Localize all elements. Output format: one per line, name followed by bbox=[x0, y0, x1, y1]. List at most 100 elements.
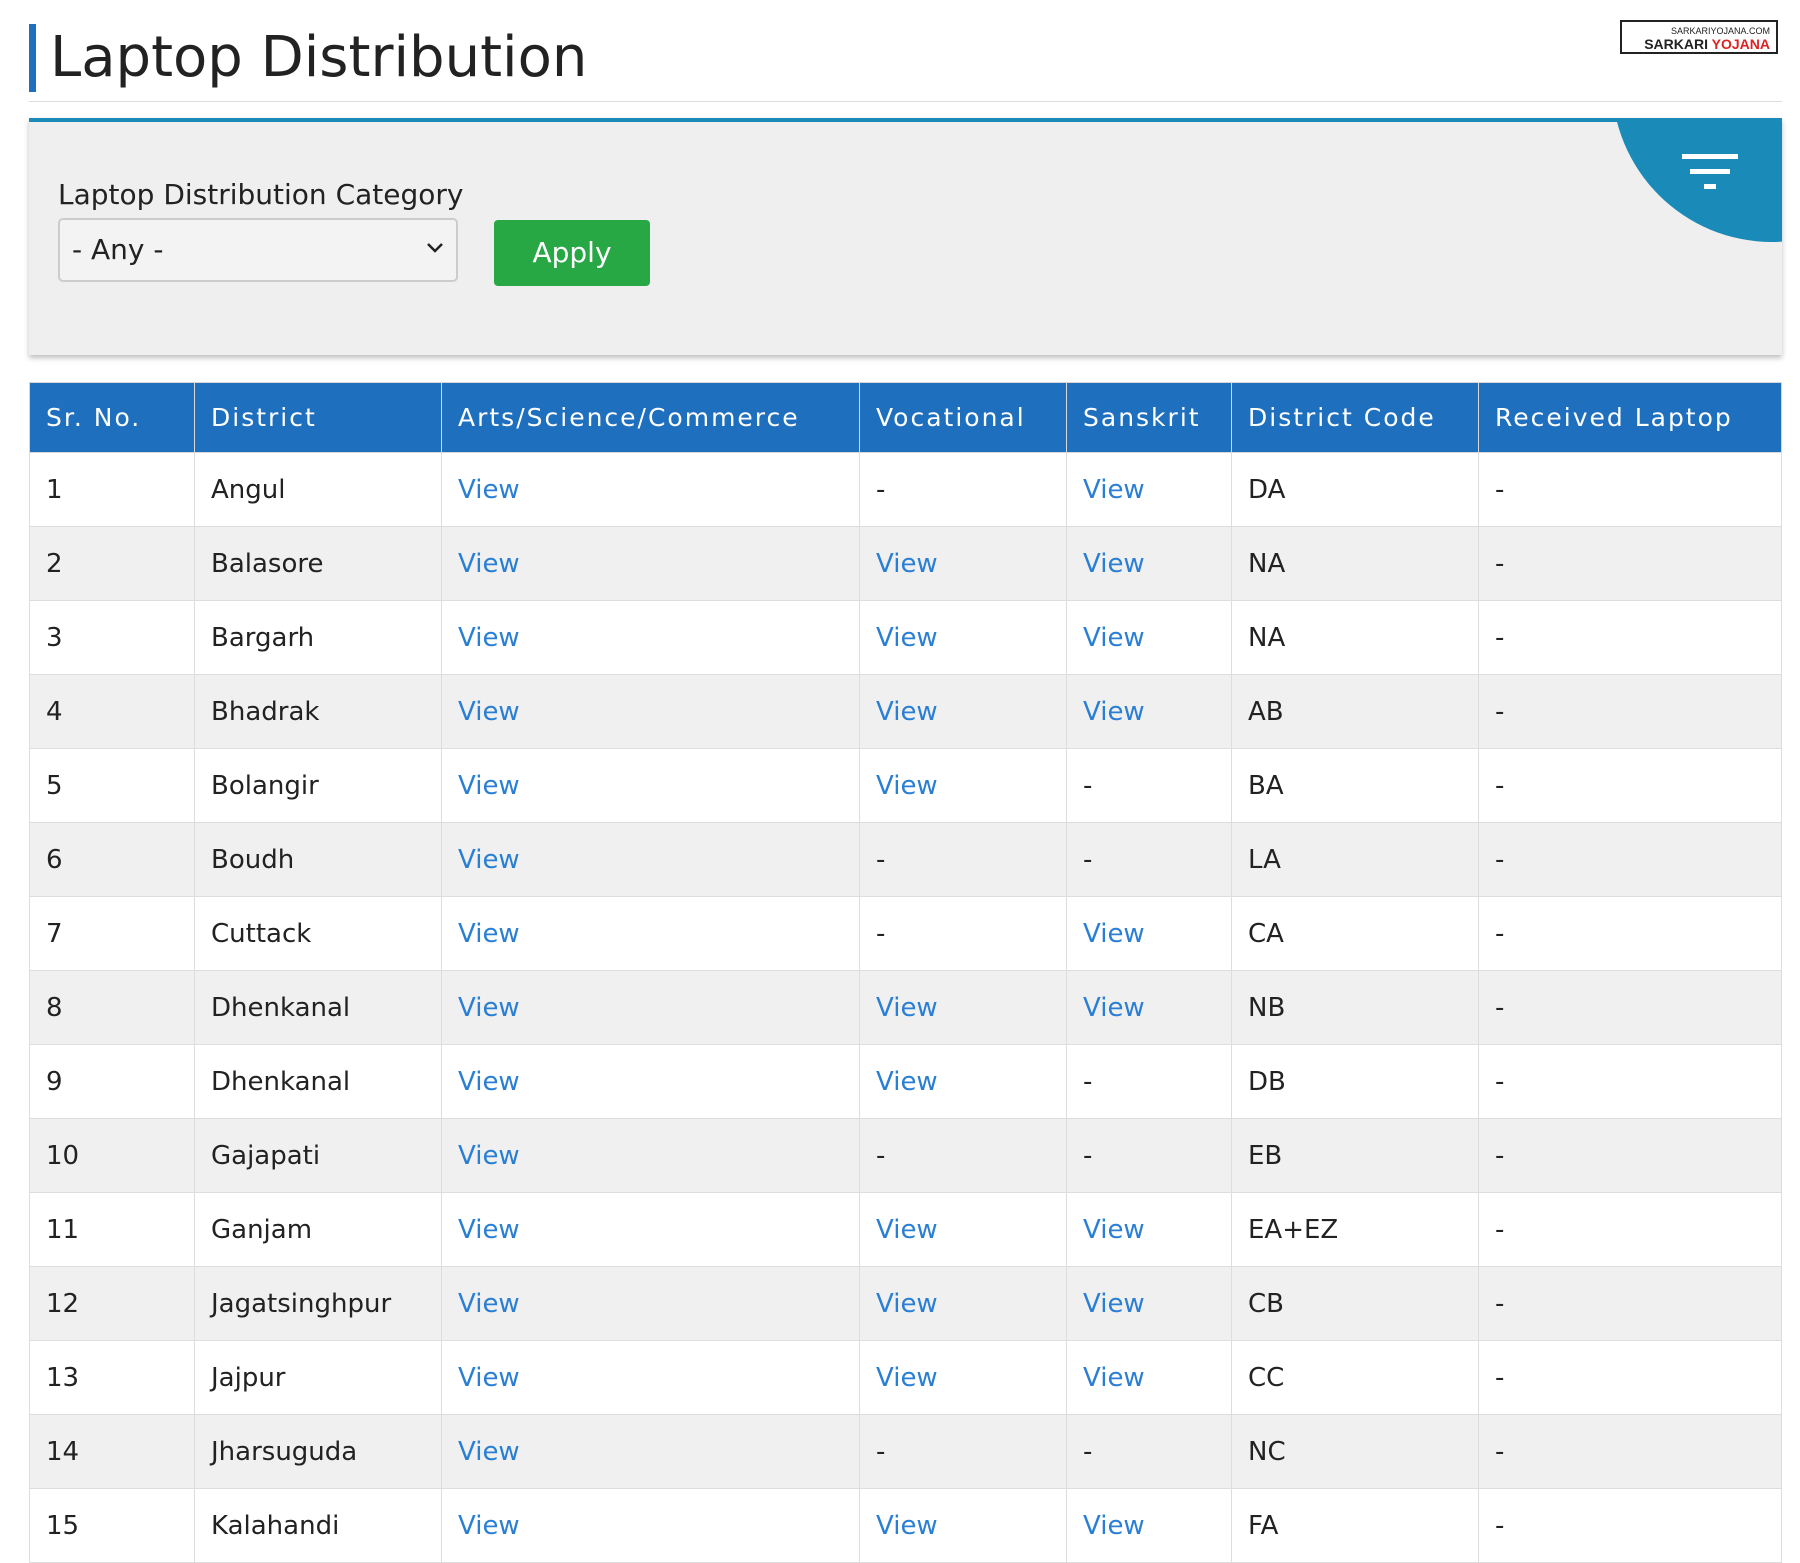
table-row: 3 Bargarh View View View NA - bbox=[29, 600, 1782, 675]
table-cell: View bbox=[859, 1192, 1067, 1267]
view-link[interactable]: View bbox=[876, 1510, 938, 1541]
table-cell: 9 bbox=[29, 1044, 195, 1119]
table-cell: View bbox=[441, 896, 860, 971]
table-cell: View bbox=[441, 1414, 860, 1489]
table-cell: View bbox=[441, 748, 860, 823]
view-link[interactable]: View bbox=[458, 622, 520, 653]
table-cell: - bbox=[1478, 452, 1782, 527]
view-link[interactable]: View bbox=[458, 992, 520, 1023]
view-link[interactable]: View bbox=[458, 474, 520, 505]
view-link[interactable]: View bbox=[1083, 992, 1145, 1023]
column-header: Sr. No. bbox=[29, 382, 195, 453]
category-select[interactable]: - Any - bbox=[58, 218, 458, 282]
view-link[interactable]: View bbox=[1083, 1510, 1145, 1541]
column-header: Received Laptop bbox=[1478, 382, 1782, 453]
view-link[interactable]: View bbox=[876, 622, 938, 653]
view-link[interactable]: View bbox=[1083, 1362, 1145, 1393]
table-row: 12 Jagatsinghpur View View View CB - bbox=[29, 1266, 1782, 1341]
table-cell: - bbox=[859, 896, 1067, 971]
table-cell: View bbox=[859, 526, 1067, 601]
table-cell: - bbox=[1478, 748, 1782, 823]
filter-icon bbox=[1682, 154, 1738, 189]
view-link[interactable]: View bbox=[1083, 622, 1145, 653]
view-link[interactable]: View bbox=[1083, 918, 1145, 949]
filter-toggle[interactable] bbox=[1612, 122, 1782, 242]
table-cell: - bbox=[1478, 1340, 1782, 1415]
table-cell: EB bbox=[1231, 1118, 1479, 1193]
table-cell: NC bbox=[1231, 1414, 1479, 1489]
table-cell: View bbox=[441, 1266, 860, 1341]
view-link[interactable]: View bbox=[458, 1214, 520, 1245]
table-cell: - bbox=[1066, 1118, 1232, 1193]
table-row: 10 Gajapati View - - EB - bbox=[29, 1118, 1782, 1193]
table-row: 4 Bhadrak View View View AB - bbox=[29, 674, 1782, 749]
view-link[interactable]: View bbox=[458, 1362, 520, 1393]
table-cell: Bolangir bbox=[194, 748, 442, 823]
view-link[interactable]: View bbox=[876, 696, 938, 727]
table-cell: 4 bbox=[29, 674, 195, 749]
table-row: 11 Ganjam View View View EA+EZ - bbox=[29, 1192, 1782, 1267]
filter-label: Laptop Distribution Category bbox=[58, 178, 464, 211]
table-cell: Dhenkanal bbox=[194, 1044, 442, 1119]
column-header: Vocational bbox=[859, 382, 1067, 453]
view-link[interactable]: View bbox=[876, 992, 938, 1023]
view-link[interactable]: View bbox=[1083, 696, 1145, 727]
view-link[interactable]: View bbox=[1083, 1214, 1145, 1245]
view-link[interactable]: View bbox=[876, 1066, 938, 1097]
table-cell: - bbox=[1478, 896, 1782, 971]
table-cell: CB bbox=[1231, 1266, 1479, 1341]
view-link[interactable]: View bbox=[1083, 474, 1145, 505]
view-link[interactable]: View bbox=[1083, 1288, 1145, 1319]
table-cell: View bbox=[441, 1488, 860, 1563]
table-cell: Dhenkanal bbox=[194, 970, 442, 1045]
view-link[interactable]: View bbox=[458, 548, 520, 579]
apply-button[interactable]: Apply bbox=[494, 220, 650, 286]
view-link[interactable]: View bbox=[458, 1140, 520, 1171]
table-cell: View bbox=[859, 1044, 1067, 1119]
table-cell: - bbox=[1478, 1488, 1782, 1563]
table-cell: View bbox=[441, 970, 860, 1045]
table-cell: LA bbox=[1231, 822, 1479, 897]
table-cell: Gajapati bbox=[194, 1118, 442, 1193]
table-cell: 2 bbox=[29, 526, 195, 601]
table-cell: 10 bbox=[29, 1118, 195, 1193]
view-link[interactable]: View bbox=[876, 1288, 938, 1319]
view-link[interactable]: View bbox=[458, 1510, 520, 1541]
view-link[interactable]: View bbox=[458, 1288, 520, 1319]
table-cell: 7 bbox=[29, 896, 195, 971]
select-value: - Any - bbox=[72, 233, 164, 266]
view-link[interactable]: View bbox=[458, 1436, 520, 1467]
logo-left: SARKARI bbox=[1644, 36, 1708, 52]
table-cell: - bbox=[859, 822, 1067, 897]
title-rule bbox=[29, 101, 1782, 102]
table-cell: - bbox=[1478, 600, 1782, 675]
table-cell: - bbox=[1478, 1266, 1782, 1341]
table-cell: View bbox=[441, 1192, 860, 1267]
view-link[interactable]: View bbox=[1083, 548, 1145, 579]
logo-right: YOJANA bbox=[1711, 36, 1770, 52]
table-cell: View bbox=[859, 1340, 1067, 1415]
view-link[interactable]: View bbox=[458, 696, 520, 727]
table-cell: FA bbox=[1231, 1488, 1479, 1563]
table-cell: Ganjam bbox=[194, 1192, 442, 1267]
view-link[interactable]: View bbox=[458, 1066, 520, 1097]
view-link[interactable]: View bbox=[458, 918, 520, 949]
view-link[interactable]: View bbox=[876, 548, 938, 579]
table-cell: 15 bbox=[29, 1488, 195, 1563]
view-link[interactable]: View bbox=[876, 1362, 938, 1393]
table-cell: View bbox=[441, 526, 860, 601]
table-cell: View bbox=[1066, 896, 1232, 971]
table-cell: View bbox=[859, 674, 1067, 749]
table-cell: View bbox=[1066, 600, 1232, 675]
table-cell: 12 bbox=[29, 1266, 195, 1341]
table-cell: - bbox=[1066, 1044, 1232, 1119]
table-cell: View bbox=[441, 1340, 860, 1415]
view-link[interactable]: View bbox=[876, 1214, 938, 1245]
view-link[interactable]: View bbox=[458, 844, 520, 875]
table-cell: NA bbox=[1231, 526, 1479, 601]
view-link[interactable]: View bbox=[876, 770, 938, 801]
view-link[interactable]: View bbox=[458, 770, 520, 801]
table-cell: View bbox=[859, 970, 1067, 1045]
table-cell: CA bbox=[1231, 896, 1479, 971]
table-cell: - bbox=[1478, 674, 1782, 749]
